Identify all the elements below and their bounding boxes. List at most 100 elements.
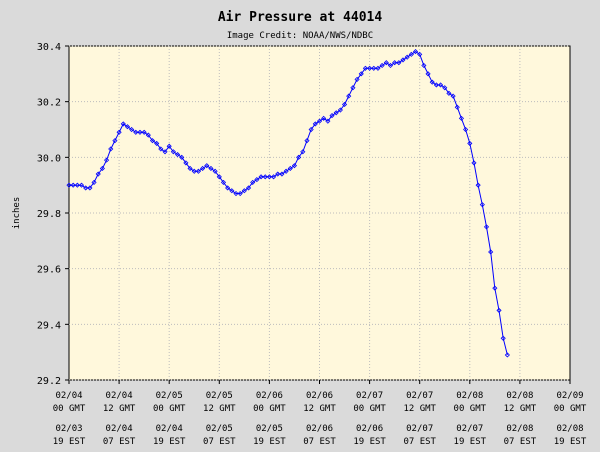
data-point [216,174,222,180]
data-point [154,140,160,146]
x-tick-date-gmt: 02/07 [356,391,383,401]
x-tick-time-local: 07 EST [504,437,537,447]
chart-title: Air Pressure at 44014 [218,10,383,25]
y-tick-label: 30.4 [37,42,61,53]
x-tick-date-local: 02/03 [55,424,82,434]
data-point [333,110,339,116]
data-point [329,113,335,119]
x-tick-time-local: 07 EST [103,437,136,447]
x-tick-date-local: 02/04 [106,424,133,434]
data-point [488,249,494,255]
data-point [229,188,235,194]
y-axis-label: inches [12,197,22,230]
data-point [400,57,406,63]
data-point [346,93,352,99]
data-point [392,60,398,66]
x-tick-date-gmt: 02/07 [406,391,433,401]
x-tick-date-gmt: 02/04 [55,391,82,401]
x-tick-time-gmt: 00 GMT [554,404,587,414]
data-point [170,149,176,155]
y-tick-label: 29.8 [37,209,61,220]
data-point [296,154,302,160]
x-tick-time-local: 19 EST [253,437,286,447]
data-point [158,146,164,152]
data-point [204,163,210,169]
x-tick-time-gmt: 00 GMT [153,404,186,414]
data-point [195,168,201,174]
data-point [396,60,402,66]
x-tick-date-gmt: 02/08 [456,391,483,401]
x-tick-date-gmt: 02/05 [206,391,233,401]
grid-lines [65,45,571,384]
x-tick-time-local: 19 EST [353,437,386,447]
x-tick-time-gmt: 00 GMT [253,404,286,414]
data-point [104,157,110,163]
x-tick-time-gmt: 12 GMT [203,404,236,414]
data-point [496,307,502,313]
data-point [458,115,465,121]
data-point [312,121,318,127]
data-point [287,165,293,172]
data-point [124,124,131,130]
data-point [108,146,114,152]
y-tick-label: 29.2 [37,376,61,387]
x-tick-time-gmt: 12 GMT [504,404,537,414]
data-point [316,118,323,124]
x-tick-date-local: 02/06 [356,424,383,434]
y-tick-label: 29.4 [37,320,61,331]
data-point [492,285,498,291]
series-layer [66,49,510,358]
data-point [83,185,89,191]
x-tick-date-gmt: 02/05 [156,391,183,401]
x-tick-date-local: 02/05 [256,424,283,434]
x-tick-date-local: 02/05 [206,424,233,434]
x-tick-time-local: 19 EST [454,437,487,447]
x-tick-date-gmt: 02/06 [306,391,333,401]
chart-subtitle: Image Credit: NOAA/NWS/NDBC [227,31,373,41]
x-tick-date-gmt: 02/04 [106,391,133,401]
data-point [304,138,310,144]
data-point [162,149,168,155]
data-point [266,174,272,180]
x-tick-time-gmt: 00 GMT [454,404,487,414]
data-point [129,126,135,133]
data-point [321,115,327,121]
data-point [442,85,448,91]
data-point [74,182,80,188]
x-tick-time-local: 07 EST [303,437,336,447]
data-point [112,138,118,144]
data-point [387,62,394,69]
data-point [446,90,452,96]
data-point [141,129,147,135]
data-point [483,224,490,230]
data-point [187,165,193,172]
data-point [91,179,97,185]
data-point [417,51,423,57]
x-tick-time-local: 07 EST [203,437,236,447]
x-tick-time-gmt: 12 GMT [403,404,436,414]
x-tick-date-gmt: 02/09 [556,391,583,401]
data-point [412,49,419,55]
data-point [291,163,298,169]
x-tick-time-gmt: 12 GMT [103,404,136,414]
data-point [183,160,189,166]
data-point [425,71,431,77]
data-point [375,65,381,71]
data-point [500,335,506,341]
x-tick-time-local: 19 EST [554,437,587,447]
data-point [245,185,252,191]
data-point [133,129,139,135]
data-point [479,202,485,208]
data-point [433,82,439,88]
data-point [362,65,368,71]
y-tick-label: 29.6 [37,265,61,276]
x-tick-date-local: 02/08 [506,424,533,434]
data-point [283,168,289,174]
data-point [337,107,343,113]
data-point [174,151,181,158]
x-tick-date-local: 02/04 [156,424,183,434]
x-tick-time-local: 19 EST [153,437,186,447]
data-point [341,101,348,108]
data-point [237,190,243,197]
